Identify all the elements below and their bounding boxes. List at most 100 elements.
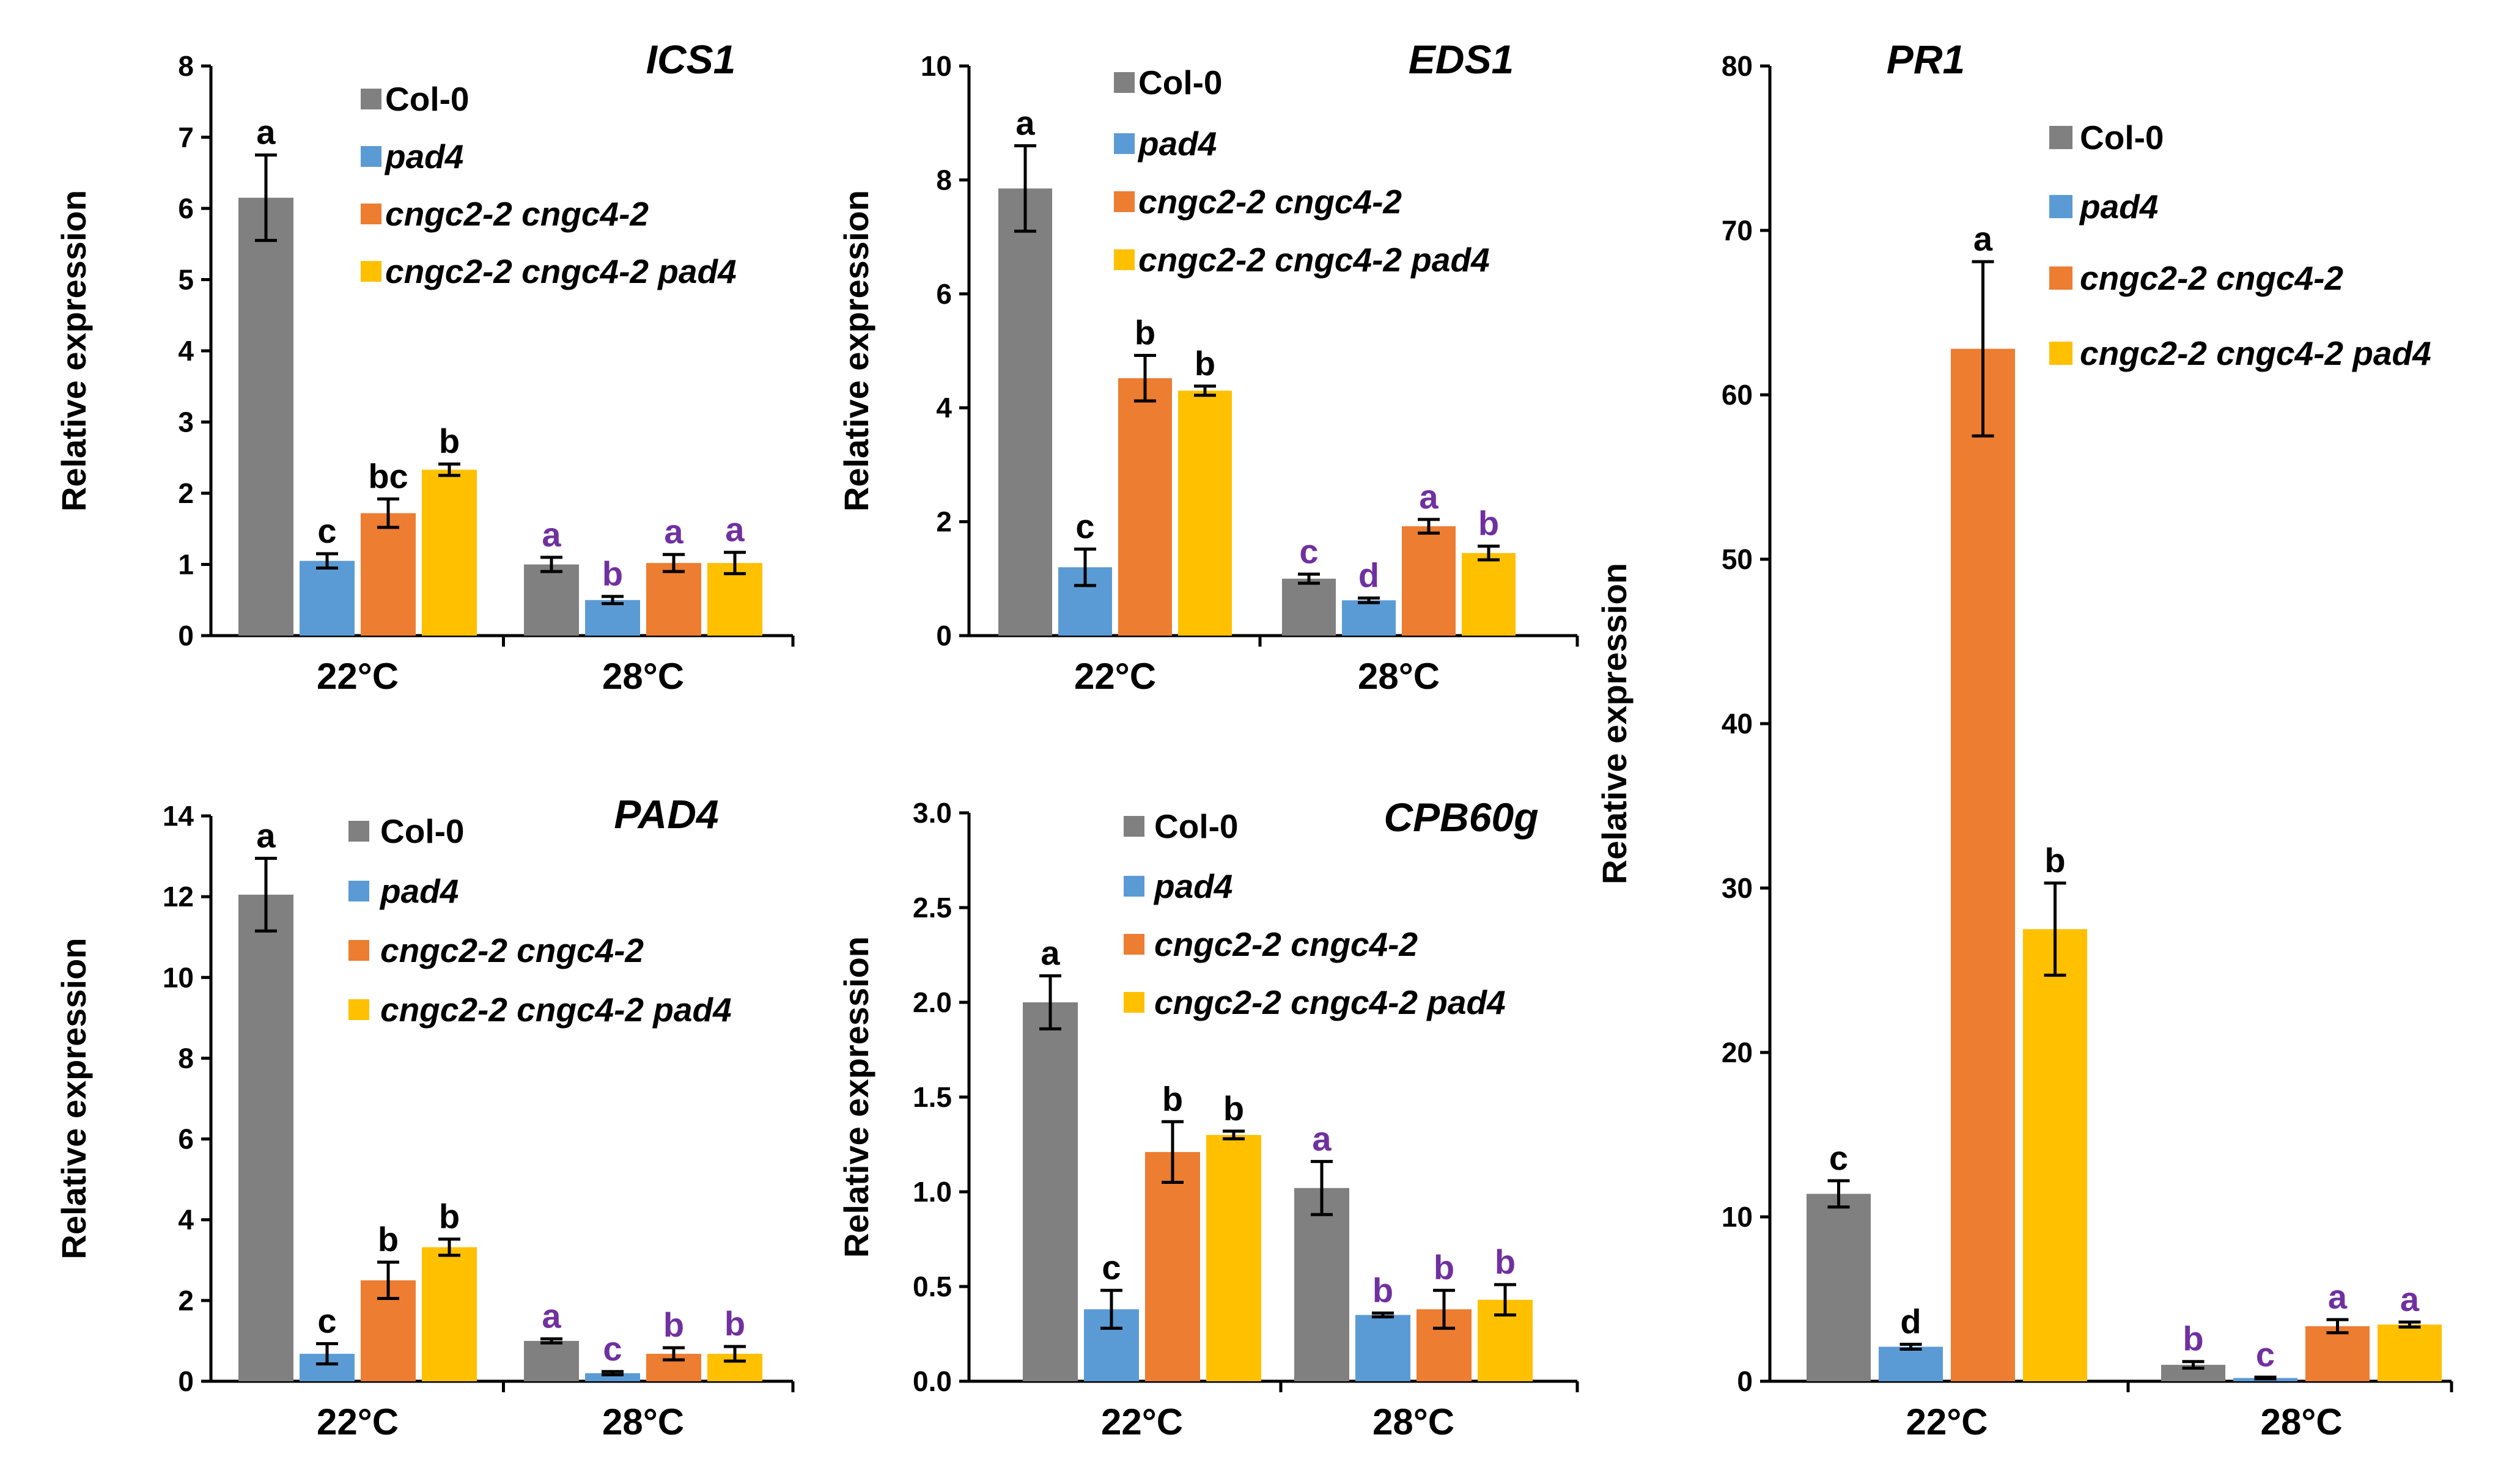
bar (2023, 929, 2087, 1381)
legend-label: cngc2-2 cngc4-2 (385, 195, 649, 233)
significance-letter: bc (368, 457, 408, 495)
legend-swatch (348, 821, 369, 842)
y-tick-label: 8 (178, 1042, 194, 1074)
y-tick-label: 80 (1722, 50, 1753, 82)
legend-label: Col-0 (1154, 807, 1239, 845)
y-tick-label: 0 (1737, 1365, 1753, 1397)
significance-letter: b (439, 422, 460, 460)
y-tick-label: 4 (936, 392, 952, 424)
chart-panel-ics1: 0 1 2 3 4 5 6 7 8 22°C 28°C Relative expression ICS1… (54, 37, 795, 697)
significance-letter: b (1162, 1079, 1183, 1118)
bar (585, 600, 640, 636)
legend-swatch (2049, 126, 2072, 149)
y-tick-label: 50 (1722, 543, 1753, 575)
significance-letter: b (663, 1305, 684, 1344)
significance-letter: b (1478, 504, 1499, 543)
y-tick-label: 2 (178, 477, 194, 509)
legend-swatch (348, 940, 369, 961)
y-tick-label: 70 (1722, 215, 1753, 246)
bar (422, 469, 477, 636)
y-axis-label: Relative expression (54, 190, 93, 512)
bar (422, 1247, 477, 1381)
y-tick-label: 6 (936, 278, 952, 310)
y-tick-label: 1.0 (913, 1176, 952, 1208)
bar (1294, 1188, 1349, 1381)
y-axis-label: Relative expression (54, 938, 93, 1259)
legend: Col-0 pad4 cngc2-2 cngc4-2 cngc2-2 cngc4-2 … (1114, 64, 1490, 279)
legend-label: pad4 (384, 138, 463, 175)
bar (238, 894, 293, 1381)
legend-swatch (1114, 191, 1135, 212)
significance-letter: a (542, 515, 561, 554)
y-tick-label: 0 (178, 1365, 194, 1397)
y-tick-label: 7 (178, 122, 194, 153)
legend-label: Col-0 (380, 812, 465, 850)
bar (300, 560, 355, 636)
chart-title: PAD4 (614, 791, 718, 837)
chart-title: ICS1 (646, 37, 736, 82)
legend-label: cngc2-2 cngc4-2 pad4 (1154, 983, 1506, 1021)
x-category-label: 22°C (1906, 1401, 1988, 1442)
chart-panel-cpb60g: 0.0 0.5 1.0 1.5 2.0 2.5 3.0 22°C 28°C Relative ex… (837, 795, 1579, 1442)
significance-letter: a (1973, 219, 1993, 258)
significance-letter: a (256, 816, 276, 854)
chart-panel-eds1: 0 2 4 6 8 10 22°C 28°C Relative expression EDS1 a c… (837, 37, 1579, 697)
y-tick-label: 6 (178, 1123, 194, 1155)
y-tick-label: 0.0 (913, 1365, 952, 1397)
y-tick-label: 2.0 (913, 986, 952, 1018)
significance-letter: b (2183, 1320, 2203, 1358)
significance-letter: b (602, 554, 623, 593)
x-category-label: 28°C (602, 656, 684, 697)
chart-panel-pr1: 0 10 20 30 40 50 60 70 80 22°C 28°C Relative expres… (1595, 37, 2453, 1442)
y-tick-label: 1.5 (913, 1081, 952, 1113)
bar (1145, 1151, 1200, 1381)
y-axis-label: Relative expression (837, 190, 875, 512)
legend-label: cngc2-2 cngc4-2 (380, 931, 644, 969)
legend-label: cngc2-2 cngc4-2 (1154, 925, 1418, 963)
y-tick-label: 0 (178, 620, 194, 652)
significance-letter: a (1312, 1119, 1332, 1158)
legend-label: cngc2-2 cngc4-2 pad4 (380, 991, 732, 1029)
bar (1951, 348, 2015, 1382)
y-tick-label: 10 (921, 50, 952, 82)
legend-swatch (348, 881, 369, 901)
x-category-label: 28°C (1358, 656, 1440, 697)
y-tick-label: 4 (178, 335, 194, 367)
bar (2305, 1326, 2370, 1381)
x-category-label: 22°C (1101, 1401, 1183, 1442)
legend-label: cngc2-2 cngc4-2 (2080, 259, 2343, 297)
significance-letter: b (1495, 1243, 1516, 1281)
x-category-label: 22°C (317, 1401, 399, 1442)
significance-letter: c (1299, 532, 1318, 570)
significance-letter: b (1223, 1089, 1244, 1128)
significance-letter: b (1372, 1271, 1393, 1309)
y-tick-label: 8 (178, 50, 194, 82)
significance-letter: a (2328, 1277, 2348, 1316)
legend-swatch (1124, 876, 1144, 897)
significance-letter: a (1015, 103, 1035, 142)
significance-letter: b (724, 1304, 745, 1343)
bar (1023, 1002, 1078, 1381)
y-tick-label: 60 (1722, 379, 1753, 411)
significance-letter: c (1829, 1139, 1848, 1177)
bar (1206, 1135, 1261, 1381)
bar (1462, 553, 1516, 636)
legend-label: cngc2-2 cngc4-2 pad4 (2080, 334, 2431, 372)
bar (646, 563, 701, 636)
bar (524, 1340, 579, 1381)
legend-label: Col-0 (1138, 64, 1223, 101)
bar (2378, 1324, 2442, 1381)
y-tick-label: 10 (1722, 1201, 1753, 1233)
bar (585, 1373, 640, 1381)
y-tick-label: 2 (178, 1285, 194, 1316)
chart-title: PR1 (1887, 37, 1965, 82)
chart-title: EDS1 (1409, 37, 1514, 82)
significance-letter: a (256, 113, 276, 152)
y-tick-label: 0.5 (913, 1271, 952, 1302)
legend-label: pad4 (2079, 188, 2158, 226)
significance-letter: c (2256, 1335, 2275, 1373)
significance-letter: b (378, 1220, 399, 1258)
significance-letter: c (1102, 1248, 1121, 1287)
bar (1879, 1346, 1943, 1381)
significance-letter: c (1075, 507, 1094, 545)
